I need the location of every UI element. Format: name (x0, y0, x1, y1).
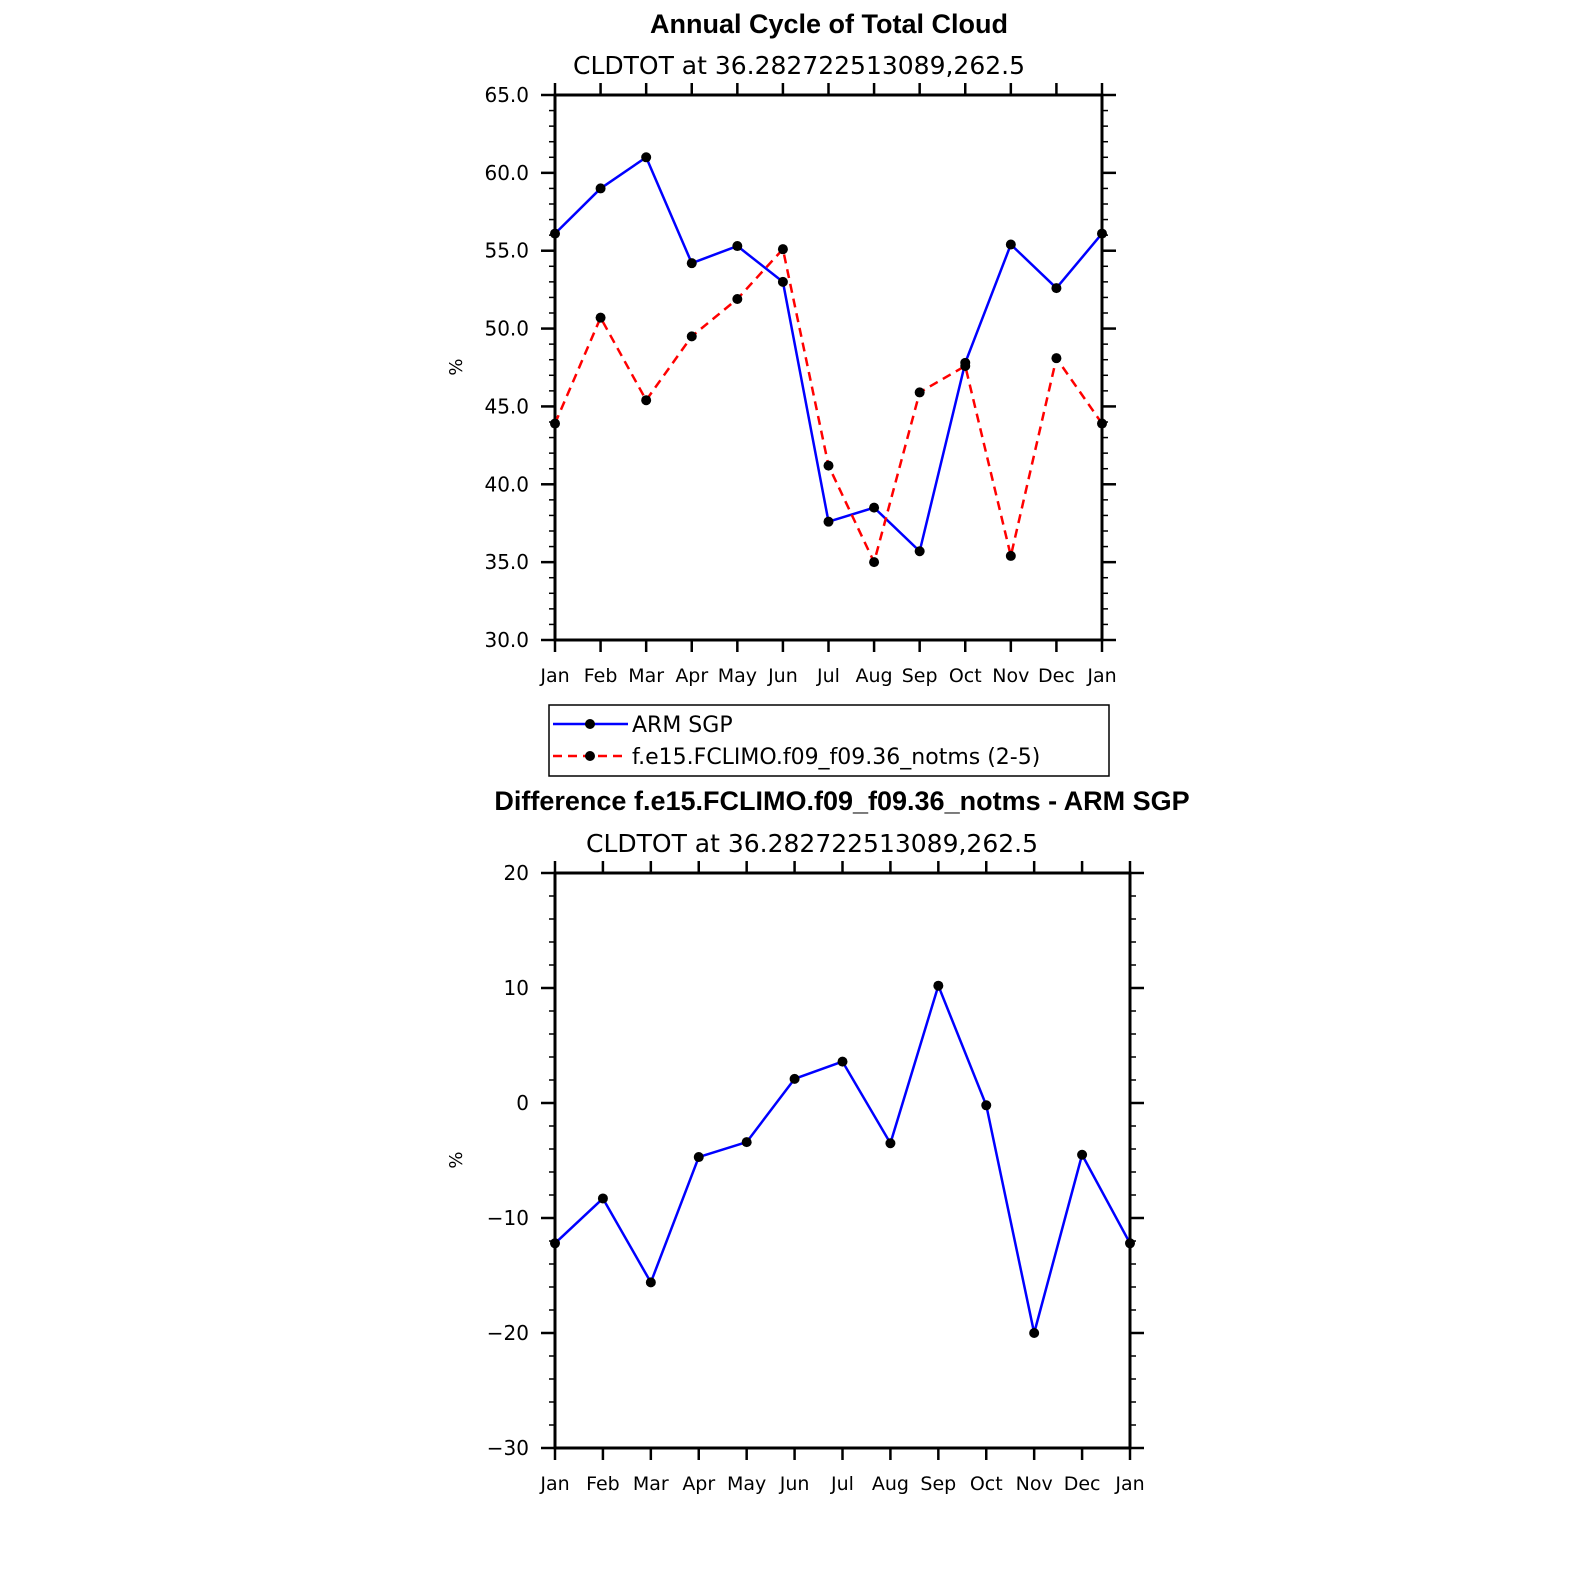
x-tick-label: May (718, 665, 757, 687)
annual-cycle-chart: Annual Cycle of Total Cloud CLDTOT at 36… (446, 9, 1117, 687)
x-tick-label: Nov (1016, 1473, 1053, 1495)
x-tick-label: Mar (633, 1473, 669, 1495)
x-tick-label: Jan (539, 1473, 569, 1495)
chart-subtitle: CLDTOT at 36.282722513089,262.5 (573, 51, 1025, 80)
data-point (915, 387, 925, 397)
data-point (742, 1137, 752, 1147)
data-point (550, 229, 560, 239)
legend-label: ARM SGP (632, 713, 733, 738)
chart-title: Difference f.e15.FCLIMO.f09_f09.36_notms… (494, 786, 1189, 816)
x-tick-label: Jul (830, 1473, 854, 1495)
x-tick-label: Jan (1114, 1473, 1144, 1495)
data-point (1077, 1150, 1087, 1160)
data-point (915, 546, 925, 556)
x-tick-label: Feb (586, 1473, 620, 1495)
y-tick-label: −20 (487, 1321, 529, 1345)
x-tick-label: Sep (920, 1473, 956, 1495)
data-point (824, 461, 834, 471)
y-tick-label: 35.0 (484, 550, 529, 574)
y-tick-label: −30 (487, 1436, 529, 1460)
data-point (981, 1100, 991, 1110)
y-tick-label: 10 (504, 976, 529, 1000)
series-line-0 (555, 157, 1102, 551)
y-tick-label: 55.0 (484, 239, 529, 263)
x-tick-label: Dec (1038, 665, 1075, 687)
plot-frame (555, 95, 1102, 640)
y-axis-label: % (446, 358, 467, 375)
y-tick-label: 0 (516, 1091, 529, 1115)
y-tick-label: 20 (504, 861, 529, 885)
x-tick-label: Mar (628, 665, 664, 687)
y-tick-label: −10 (487, 1206, 529, 1230)
data-point (1029, 1328, 1039, 1338)
data-point (1051, 353, 1061, 363)
y-tick-label: 45.0 (484, 394, 529, 418)
data-point (687, 331, 697, 341)
x-tick-label: Feb (584, 665, 618, 687)
y-tick-label: 65.0 (484, 83, 529, 107)
data-point (646, 1277, 656, 1287)
data-point (1097, 229, 1107, 239)
data-point (869, 503, 879, 513)
data-point (732, 241, 742, 251)
x-tick-label: Jul (816, 665, 840, 687)
legend-marker (585, 719, 595, 729)
data-point (1051, 283, 1061, 293)
y-axis-label: % (446, 1151, 467, 1168)
data-point (885, 1138, 895, 1148)
x-tick-label: Aug (872, 1473, 909, 1495)
x-tick-label: Aug (856, 665, 893, 687)
x-tick-label: Dec (1064, 1473, 1101, 1495)
data-point (960, 361, 970, 371)
y-tick-label: 60.0 (484, 161, 529, 185)
data-point (824, 517, 834, 527)
x-tick-label: Apr (675, 665, 708, 687)
x-tick-label: Oct (949, 665, 982, 687)
x-tick-label: Jun (779, 1473, 810, 1495)
data-point (1097, 419, 1107, 429)
data-point (838, 1057, 848, 1067)
y-tick-label: 50.0 (484, 317, 529, 341)
legend-marker (585, 751, 595, 761)
series-line-0 (555, 986, 1130, 1333)
data-point (550, 1238, 560, 1248)
plot-frame (555, 873, 1130, 1448)
data-point (694, 1152, 704, 1162)
data-point (778, 277, 788, 287)
x-tick-label: Apr (682, 1473, 715, 1495)
data-point (1125, 1238, 1135, 1248)
x-tick-label: Jan (539, 665, 569, 687)
data-point (1006, 551, 1016, 561)
data-point (1006, 239, 1016, 249)
y-tick-label: 40.0 (484, 472, 529, 496)
data-point (641, 152, 651, 162)
data-point (596, 183, 606, 193)
y-tick-label: 30.0 (484, 628, 529, 652)
difference-chart: Difference f.e15.FCLIMO.f09_f09.36_notms… (446, 786, 1190, 1495)
data-point (596, 313, 606, 323)
x-tick-label: May (727, 1473, 766, 1495)
legend-label: f.e15.FCLIMO.f09_f09.36_notms (2-5) (632, 745, 1040, 770)
data-point (778, 244, 788, 254)
x-tick-label: Sep (902, 665, 938, 687)
data-point (933, 981, 943, 991)
data-point (687, 258, 697, 268)
data-point (641, 395, 651, 405)
chart-title: Annual Cycle of Total Cloud (650, 9, 1008, 39)
data-point (598, 1193, 608, 1203)
chart-subtitle: CLDTOT at 36.282722513089,262.5 (586, 829, 1038, 858)
legend: ARM SGP f.e15.FCLIMO.f09_f09.36_notms (2… (549, 705, 1109, 776)
data-point (790, 1074, 800, 1084)
x-tick-label: Nov (992, 665, 1029, 687)
data-point (732, 294, 742, 304)
x-tick-label: Jun (767, 665, 798, 687)
data-point (550, 419, 560, 429)
x-tick-label: Oct (970, 1473, 1003, 1495)
data-point (869, 557, 879, 567)
x-tick-label: Jan (1086, 665, 1116, 687)
